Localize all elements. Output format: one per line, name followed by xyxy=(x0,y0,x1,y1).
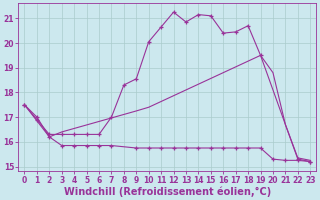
X-axis label: Windchill (Refroidissement éolien,°C): Windchill (Refroidissement éolien,°C) xyxy=(64,186,271,197)
